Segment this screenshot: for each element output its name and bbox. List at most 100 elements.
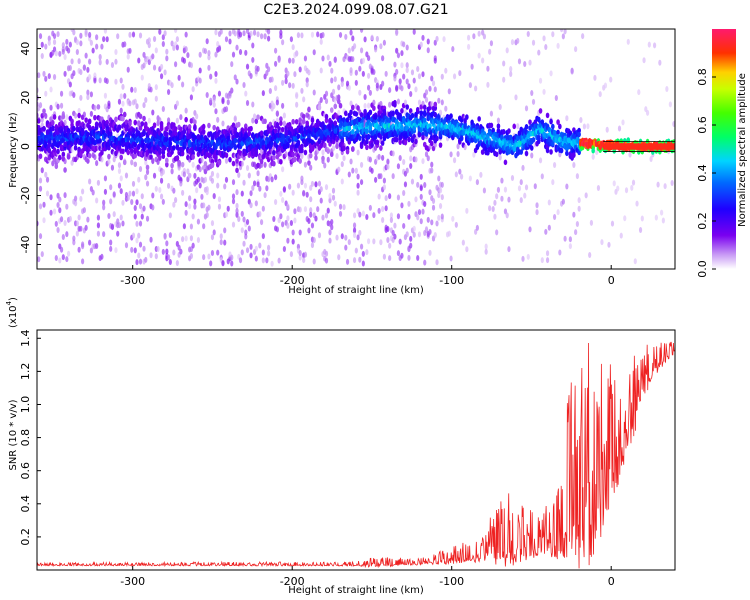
y-tick-label: 0.2 <box>19 528 32 546</box>
y-tick-label: 0 <box>19 143 32 150</box>
spectrogram-cell <box>300 125 304 131</box>
spectrogram-cell <box>124 172 129 179</box>
spectrogram-cell <box>623 215 627 222</box>
spectrogram-cell <box>168 140 173 147</box>
spectrogram-cell <box>409 235 413 242</box>
spectrogram-cell <box>212 124 217 131</box>
spectrogram-cell <box>272 103 276 110</box>
spectrogram-cell <box>538 108 543 114</box>
spectrogram-cell <box>121 199 125 206</box>
spectrogram-cell <box>323 162 327 169</box>
spectrogram-cell <box>180 150 185 157</box>
spectrogram-cell <box>330 218 334 225</box>
spectrogram-cell <box>393 75 397 82</box>
spectrogram-cell <box>352 227 357 234</box>
spectrogram-cell <box>205 189 209 196</box>
spectrogram-cell <box>638 227 643 234</box>
spectrogram-cell <box>359 161 364 168</box>
spectrogram-cell <box>42 70 46 77</box>
spectrogram-cell <box>128 100 132 107</box>
spectrogram-cell <box>358 256 362 263</box>
spectrogram-cell <box>519 197 523 204</box>
spectrogram-cell <box>75 39 79 46</box>
spectrogram-cell <box>251 56 255 63</box>
spectrogram-cell <box>328 60 332 67</box>
spectrogram-cell <box>52 208 57 215</box>
spectrogram-cell <box>140 213 144 220</box>
spectrogram-cell <box>291 151 295 158</box>
spectrogram-cell <box>95 43 99 50</box>
spectrogram-cell <box>223 239 227 246</box>
colorbar-tick-label: 0.0 <box>696 260 709 278</box>
spectrogram-cell <box>437 214 441 221</box>
spectrogram-cell <box>354 69 358 76</box>
spectrogram-cell <box>288 57 292 64</box>
spectrogram-cell <box>170 168 174 175</box>
spectrogram-cell <box>402 159 406 166</box>
spectrogram-cell <box>577 131 581 138</box>
spectrogram-cell <box>112 191 116 198</box>
spectrogram-cell <box>605 126 609 133</box>
spectrogram-cell <box>254 255 258 262</box>
spectrogram-cell <box>186 52 190 59</box>
spectrogram-cell <box>361 250 365 257</box>
spectrogram-cell <box>454 221 458 228</box>
spectrogram-cell <box>217 90 222 97</box>
spectrogram-cell <box>367 55 371 62</box>
spectrogram-cell <box>337 109 341 116</box>
spectrogram-cell <box>240 210 244 217</box>
spectrogram-cell <box>193 203 197 210</box>
spectrogram-cell <box>193 119 197 125</box>
spectrogram-cell <box>415 106 420 113</box>
spectrogram-cell <box>565 150 569 157</box>
spectrogram-cell <box>400 62 404 69</box>
spectrogram-cell <box>377 153 381 160</box>
spectrogram-cell <box>352 43 357 50</box>
spectrogram-cell <box>114 78 118 85</box>
spectrogram-cell <box>126 194 130 201</box>
spectrogram-cell <box>610 220 615 227</box>
snr-x-ticks: -300 -200 -100 0 <box>120 566 615 588</box>
spectrogram-cell <box>386 158 390 165</box>
spectrogram-cell <box>261 257 265 264</box>
spectrogram-cell <box>298 66 302 73</box>
spectrogram-cell <box>110 61 115 68</box>
spectrogram-cell <box>181 189 185 196</box>
spectrogram-cell <box>354 167 358 174</box>
spectrogram-cell <box>282 112 286 119</box>
spectrogram-cell <box>133 87 137 94</box>
spectrogram-cell <box>231 51 236 58</box>
spectrogram-cell <box>393 61 397 68</box>
spectrogram-cell <box>574 229 578 236</box>
spectrogram-cell <box>440 181 444 188</box>
spectrogram-cell <box>88 74 92 81</box>
spectrogram-cell <box>503 208 508 215</box>
spectrogram-cell <box>414 112 418 119</box>
spectrogram-cell <box>217 159 222 166</box>
spectrogram-cell <box>319 97 323 104</box>
spectrogram-cell <box>133 161 138 168</box>
spectrogram-cell <box>79 195 83 202</box>
spectrogram-cell <box>86 158 90 164</box>
spectrogram-cell <box>421 208 425 215</box>
spectrogram-cell <box>545 257 550 264</box>
spectrogram-cell <box>65 38 69 45</box>
spectrogram-cell <box>624 187 629 194</box>
spectrogram-cell <box>44 75 48 82</box>
spectrogram-cell <box>409 155 413 162</box>
spectrogram-cell <box>79 94 83 101</box>
spectrogram-cell <box>272 149 276 156</box>
spectrogram-cell <box>291 238 295 245</box>
spectrogram-cell <box>288 183 292 190</box>
spectrogram-cell <box>133 98 137 105</box>
spectrogram-cell <box>184 209 188 216</box>
spectrogram-cell <box>182 57 186 64</box>
spectrogram-cell <box>89 110 93 117</box>
spectrogram-cell <box>191 213 195 220</box>
spectrogram-cell <box>126 149 131 156</box>
spectrogram-cell <box>354 79 358 86</box>
spectrogram-cell <box>421 134 425 141</box>
spectrogram-cell <box>233 30 237 37</box>
spectrogram-cell <box>138 258 143 265</box>
spectrogram-cell <box>109 245 113 252</box>
